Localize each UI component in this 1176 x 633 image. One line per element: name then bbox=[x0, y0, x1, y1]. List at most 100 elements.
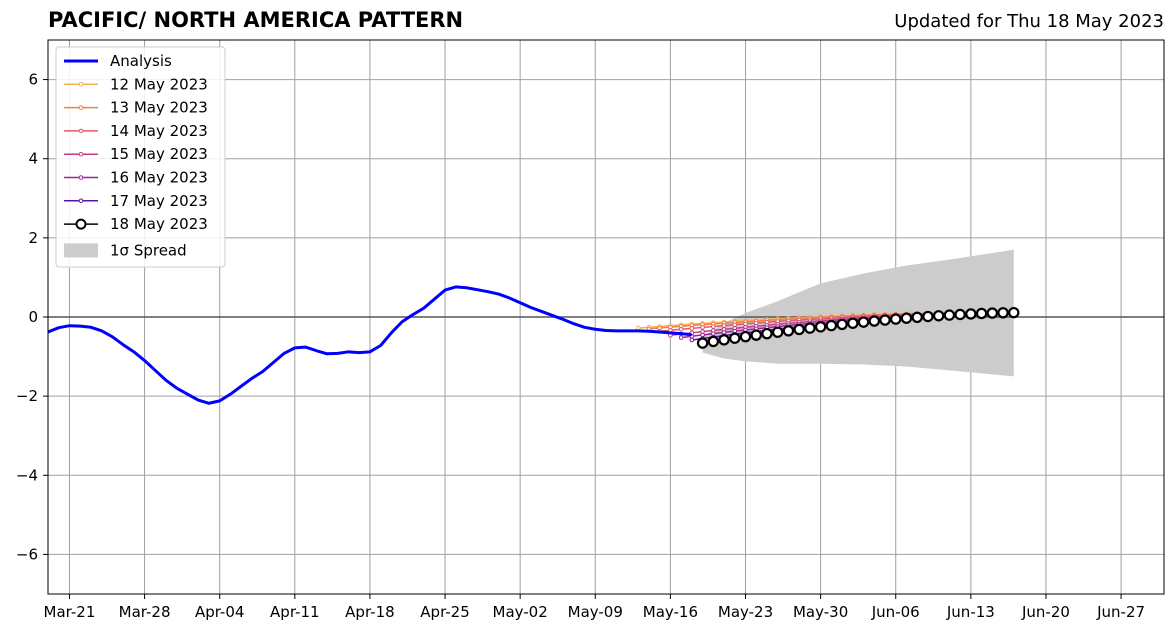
forecast-point bbox=[771, 326, 784, 338]
x-tick-label: Mar-21 bbox=[44, 603, 96, 621]
y-tick-label: 0 bbox=[28, 308, 38, 326]
forecast-point bbox=[932, 310, 945, 322]
legend-marker bbox=[78, 128, 84, 134]
x-tick-label: Apr-04 bbox=[195, 603, 245, 621]
forecast-point bbox=[707, 335, 720, 348]
legend-label: 15 May 2023 bbox=[110, 145, 208, 163]
forecast-point bbox=[825, 319, 838, 332]
forecast-point bbox=[1008, 306, 1020, 319]
y-tick-label: 6 bbox=[28, 71, 38, 89]
y-tick-label: 4 bbox=[28, 150, 38, 168]
legend-entry: 16 May 2023 bbox=[64, 169, 208, 187]
forecast-point bbox=[890, 313, 902, 325]
y-axis-ticks: 6 4 2 0 −2 −4 −6 bbox=[16, 71, 48, 563]
chart-title: PACIFIC/ NORTH AMERICA PATTERN bbox=[48, 8, 464, 32]
legend-marker bbox=[75, 218, 87, 230]
forecast-point bbox=[729, 332, 741, 344]
legend-swatch bbox=[64, 243, 98, 258]
legend-label: Analysis bbox=[110, 52, 172, 70]
legend-label: 12 May 2023 bbox=[110, 75, 208, 93]
legend-label: 18 May 2023 bbox=[110, 215, 208, 233]
x-tick-label: Apr-18 bbox=[345, 603, 395, 621]
forecast-point bbox=[635, 325, 641, 331]
forecast-point bbox=[761, 327, 773, 340]
forecast-point bbox=[943, 309, 956, 321]
forecast-point bbox=[900, 312, 913, 324]
forecast-point bbox=[750, 329, 762, 341]
x-tick-label: May-30 bbox=[793, 603, 848, 621]
forecast-point bbox=[739, 330, 752, 343]
forecast-point bbox=[954, 308, 966, 321]
legend-entry: 1σ Spread bbox=[64, 241, 187, 259]
forecast-point bbox=[997, 307, 1009, 319]
analysis-line bbox=[47, 285, 693, 405]
forecast-point bbox=[696, 337, 709, 349]
spread-area bbox=[702, 249, 1014, 377]
forecast-point bbox=[836, 318, 848, 331]
forecast-point bbox=[718, 334, 730, 346]
forecast-point bbox=[678, 335, 684, 340]
legend-entry: 15 May 2023 bbox=[64, 145, 208, 163]
legend-entry: 14 May 2023 bbox=[64, 122, 208, 140]
forecast-point bbox=[986, 307, 999, 319]
legend-label: 1σ Spread bbox=[110, 241, 187, 259]
y-tick-label: −6 bbox=[16, 545, 38, 563]
legend-marker bbox=[78, 198, 84, 204]
legend-box bbox=[55, 46, 226, 268]
forecast-point bbox=[975, 307, 988, 320]
legend-entry: 17 May 2023 bbox=[64, 192, 208, 210]
forecast-point bbox=[857, 316, 870, 328]
forecast-point bbox=[678, 326, 684, 332]
x-tick-label: May-02 bbox=[493, 603, 548, 621]
legend-entry: 18 May 2023 bbox=[64, 215, 208, 233]
forecast-point bbox=[868, 315, 880, 327]
forecast-point bbox=[711, 324, 716, 329]
legend-label: 13 May 2023 bbox=[110, 99, 208, 117]
legend-marker bbox=[78, 151, 84, 157]
y-tick-label: 2 bbox=[28, 229, 38, 247]
x-tick-label: Apr-11 bbox=[270, 603, 320, 621]
forecast-series bbox=[635, 306, 1020, 349]
legend-marker bbox=[78, 82, 84, 87]
x-tick-label: May-23 bbox=[718, 603, 773, 621]
spread-polygon bbox=[702, 249, 1014, 377]
y-tick-label: −4 bbox=[16, 466, 38, 484]
legend: Analysis 12 May 2023 13 May 2023 14 May 202… bbox=[55, 46, 226, 268]
y-tick-label: −2 bbox=[16, 387, 38, 405]
x-tick-label: Jun-06 bbox=[871, 603, 920, 621]
legend-label: 16 May 2023 bbox=[110, 169, 208, 187]
x-tick-label: Mar-28 bbox=[119, 603, 171, 621]
forecast-point bbox=[689, 337, 695, 343]
forecast-18-may-2023 bbox=[696, 306, 1020, 349]
legend-entry: 12 May 2023 bbox=[64, 75, 208, 93]
forecast-point bbox=[700, 325, 705, 330]
legend-marker bbox=[78, 175, 84, 180]
x-tick-label: Jun-27 bbox=[1096, 603, 1145, 621]
forecast-point bbox=[804, 322, 816, 334]
x-tick-label: Jun-20 bbox=[1021, 603, 1070, 621]
chart-subtitle: Updated for Thu 18 May 2023 bbox=[894, 11, 1164, 32]
analysis-series bbox=[47, 285, 693, 405]
forecast-point bbox=[847, 317, 859, 329]
x-tick-label: Jun-13 bbox=[946, 603, 995, 621]
forecast-point bbox=[814, 321, 827, 333]
x-tick-label: Apr-25 bbox=[420, 603, 470, 621]
x-tick-label: May-09 bbox=[568, 603, 623, 621]
forecast-point bbox=[965, 308, 977, 320]
legend-label: 17 May 2023 bbox=[110, 192, 208, 210]
forecast-point bbox=[689, 326, 695, 331]
legend-entry: 13 May 2023 bbox=[64, 99, 208, 117]
forecast-point bbox=[732, 322, 738, 328]
forecast-point bbox=[911, 311, 923, 324]
x-tick-label: May-16 bbox=[643, 603, 698, 621]
forecast-point bbox=[782, 325, 795, 337]
forecast-point bbox=[793, 323, 805, 336]
forecast-point bbox=[721, 323, 727, 328]
forecast-point bbox=[879, 314, 891, 326]
x-axis-ticks: Mar-21 Mar-28 Apr-04 Apr-11 Apr-18 Apr-25 May-… bbox=[44, 594, 1145, 621]
legend-label: 14 May 2023 bbox=[110, 122, 208, 140]
forecast-point bbox=[922, 310, 934, 323]
legend-marker bbox=[78, 105, 84, 110]
legend-entry: Analysis bbox=[64, 52, 172, 70]
